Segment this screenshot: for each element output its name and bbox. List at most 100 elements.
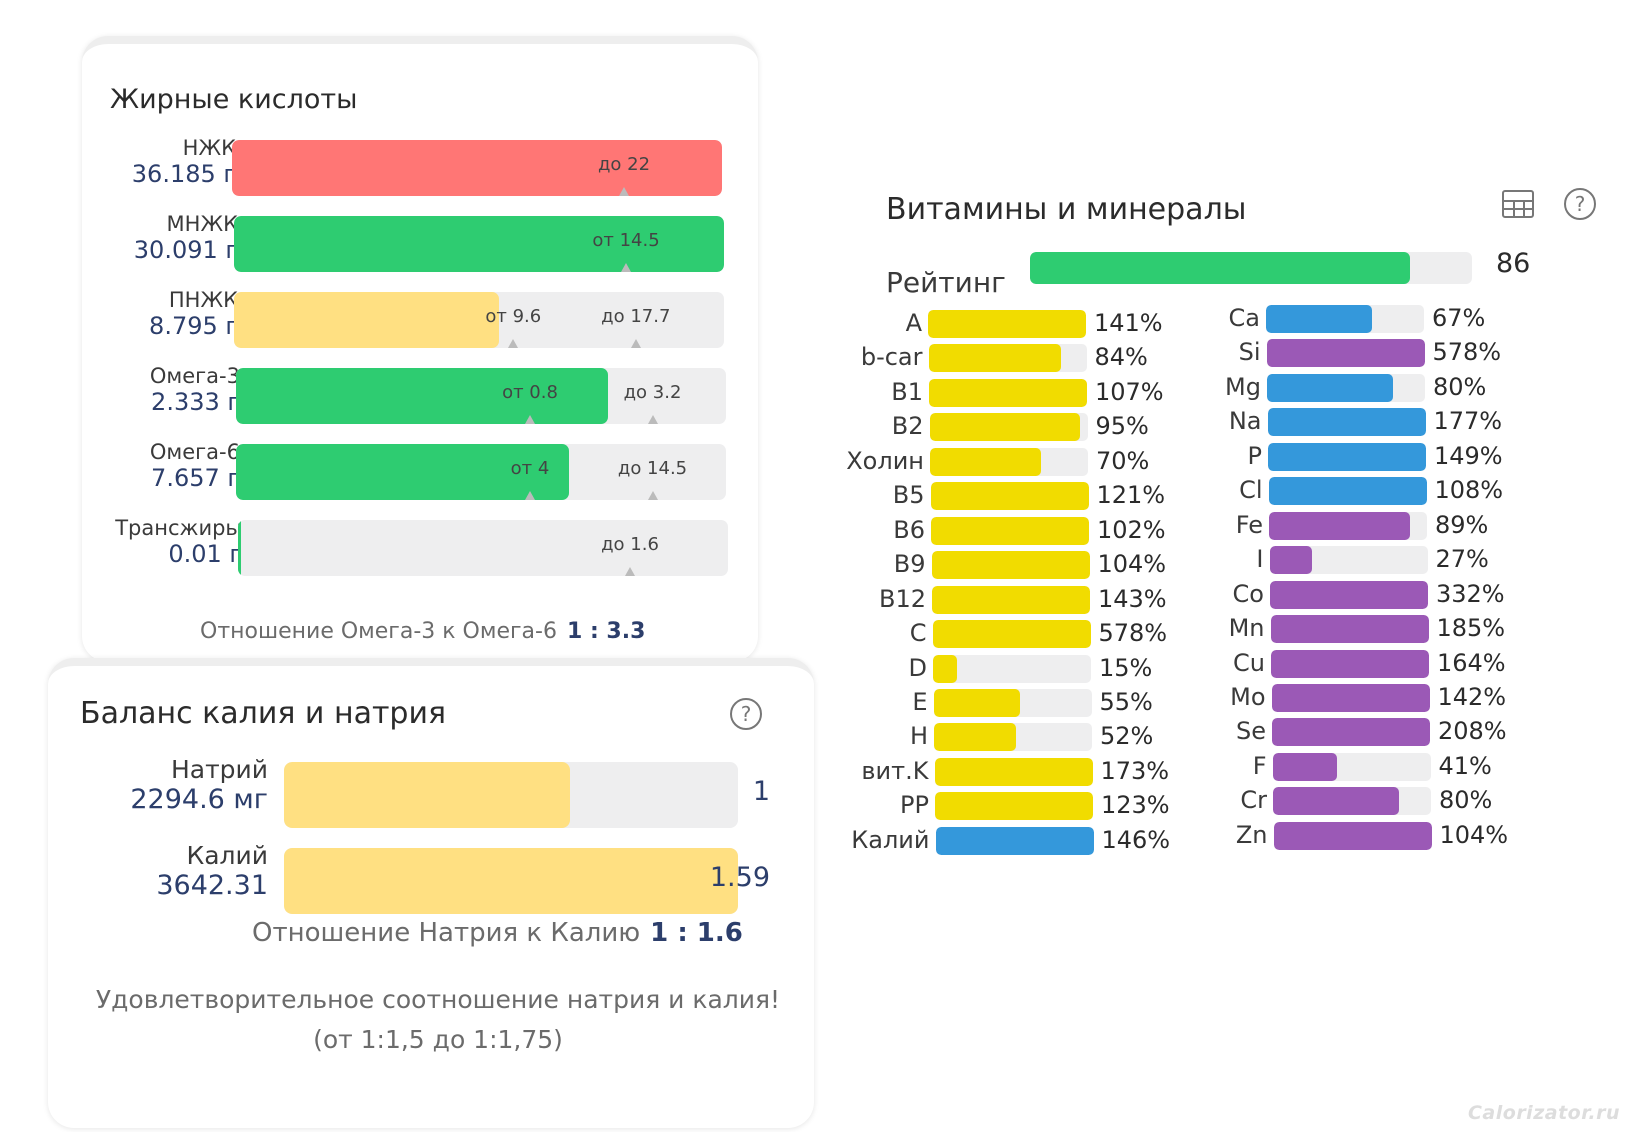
vitamin-bar-fill xyxy=(933,688,1021,717)
vitamin-name: D xyxy=(908,653,927,682)
fatty-acid-value: 7.657 г xyxy=(151,464,240,492)
mineral-percent: 41% xyxy=(1438,751,1492,780)
vitamin-percent: 123% xyxy=(1101,791,1170,820)
balance-value: 3642.31 xyxy=(156,870,268,901)
fatty-acid-row: Омега-6 7.657 г от 4 до 14.5 xyxy=(82,440,758,500)
mineral-bar xyxy=(1273,787,1431,816)
mineral-name: Cl xyxy=(1239,476,1263,505)
norm-marker-label: от 4 xyxy=(510,458,550,479)
fatty-acid-bar-fill xyxy=(238,520,241,576)
vitamin-percent: 15% xyxy=(1099,653,1153,682)
mineral-bar xyxy=(1268,442,1426,471)
mineral-name: Co xyxy=(1232,579,1264,608)
mineral-percent: 185% xyxy=(1436,614,1506,643)
fatty-acid-row: НЖК 36.185 г до 22 xyxy=(82,136,758,196)
fatty-acid-label: Омега-6 7.657 г xyxy=(80,440,240,492)
watermark: Calorizator.ru xyxy=(1467,1102,1620,1124)
kna-message-line1: Удовлетворительное соотношение натрия и … xyxy=(95,985,781,1014)
mineral-name: Mo xyxy=(1230,682,1266,711)
mineral-percent: 108% xyxy=(1434,476,1504,505)
mineral-name: Se xyxy=(1236,717,1266,746)
fatty-acid-label: Омега-3 2.333 г xyxy=(80,364,240,416)
fatty-acid-name: Омега-3 xyxy=(149,364,240,388)
vitamin-name: PP xyxy=(900,791,929,820)
mineral-percent: 80% xyxy=(1433,372,1487,401)
vitamin-name: A xyxy=(905,309,922,337)
kna-ratio: Отношение Натрия к Калию 1 : 1.6 xyxy=(252,918,743,948)
kna-ratio-label: Отношение Натрия к Калию xyxy=(252,918,641,948)
norm-marker-label: от 0.8 xyxy=(502,382,558,403)
omega-ratio-label: Отношение Омега-3 к Омега-6 xyxy=(200,619,557,644)
mineral-bar-fill xyxy=(1270,615,1429,644)
vitamin-percent: 70% xyxy=(1096,446,1150,475)
fatty-acid-row: Омега-3 2.333 г от 0.8 до 3.2 xyxy=(82,364,758,424)
mineral-bar xyxy=(1273,821,1432,850)
mineral-name: Ca xyxy=(1228,304,1260,332)
fatty-acid-bar: от 4 до 14.5 xyxy=(236,444,726,500)
vitamin-percent: 173% xyxy=(1100,756,1170,785)
balance-bar-fill xyxy=(284,848,738,914)
vitamins-title: Витамины и минералы xyxy=(886,192,1247,227)
mineral-bar-fill xyxy=(1268,442,1426,471)
norm-marker-arrow-icon xyxy=(647,415,658,424)
fatty-acid-bar: от 9.6 до 17.7 xyxy=(234,292,724,348)
mineral-bar-fill xyxy=(1273,787,1400,816)
balance-row: Калий 3642.31 1.59 xyxy=(48,841,814,914)
norm-marker-arrow-icon xyxy=(619,187,629,196)
vitamin-bar xyxy=(932,620,1091,649)
vitamin-bar xyxy=(930,447,1088,476)
table-icon[interactable] xyxy=(1502,190,1534,218)
norm-marker-label: от 9.6 xyxy=(485,306,542,327)
mineral-percent: 80% xyxy=(1439,786,1493,815)
norm-marker-arrow-icon xyxy=(630,339,641,348)
mineral-bar-fill xyxy=(1270,580,1428,609)
fatty-acid-name: МНЖК xyxy=(166,212,238,236)
balance-name: Калий xyxy=(186,841,268,870)
fatty-acid-value: 0.01 г xyxy=(168,540,242,568)
mineral-bar xyxy=(1266,339,1425,368)
kna-ratio-value: 1 : 1.6 xyxy=(650,918,743,948)
mineral-bar-fill xyxy=(1272,718,1430,747)
mineral-name: Si xyxy=(1238,338,1261,367)
mineral-name: Fe xyxy=(1235,510,1263,539)
fatty-acid-name: Трансжиры xyxy=(115,516,242,540)
mineral-percent: 89% xyxy=(1435,510,1489,539)
rating-bar xyxy=(1030,252,1472,284)
norm-marker-label: от 14.5 xyxy=(592,230,660,251)
help-icon[interactable]: ? xyxy=(730,698,762,730)
vitamins-minerals-card: Витамины и минералы ? Рейтинг 86 A 141% b-… xyxy=(846,140,1622,920)
vitamin-name: B2 xyxy=(891,412,924,441)
fatty-acid-value: 8.795 г xyxy=(149,312,238,340)
balance-label: Натрий 2294.6 мг xyxy=(68,756,268,816)
mineral-bar-fill xyxy=(1271,683,1430,712)
vitamin-name: H xyxy=(909,722,928,751)
vitamin-bar-fill xyxy=(930,482,1089,511)
help-icon[interactable]: ? xyxy=(1564,188,1596,220)
mineral-bar xyxy=(1269,511,1427,540)
vitamin-percent: 55% xyxy=(1099,687,1153,716)
kna-title: Баланс калия и натрия xyxy=(80,696,447,731)
balance-number: 1.59 xyxy=(709,862,770,893)
mineral-name: Cu xyxy=(1233,648,1265,677)
balance-bar xyxy=(284,848,738,914)
balance-bar xyxy=(284,762,738,828)
vitamin-percent: 102% xyxy=(1097,515,1166,544)
mineral-name: P xyxy=(1247,441,1262,470)
fatty-acid-bar: от 14.5 xyxy=(234,216,724,272)
vitamin-name: E xyxy=(912,687,928,716)
vitamin-bar xyxy=(934,757,1093,786)
fatty-acid-value: 36.185 г xyxy=(131,160,236,188)
mineral-percent: 67% xyxy=(1432,304,1486,332)
mineral-bar-fill xyxy=(1269,511,1410,540)
vitamin-percent: 84% xyxy=(1094,343,1148,372)
fatty-acid-bar-fill xyxy=(234,216,724,272)
mineral-bar xyxy=(1272,752,1431,781)
mineral-percent: 142% xyxy=(1437,682,1507,711)
mineral-bar-fill xyxy=(1267,373,1394,402)
vitamin-percent: 146% xyxy=(1101,825,1171,854)
mineral-name: Mn xyxy=(1228,614,1265,643)
vitamin-name: Холин xyxy=(846,446,924,475)
fatty-acid-label: МНЖК 30.091 г xyxy=(78,212,238,264)
norm-marker-label: до 14.5 xyxy=(617,458,688,479)
vitamin-bar xyxy=(929,378,1087,407)
